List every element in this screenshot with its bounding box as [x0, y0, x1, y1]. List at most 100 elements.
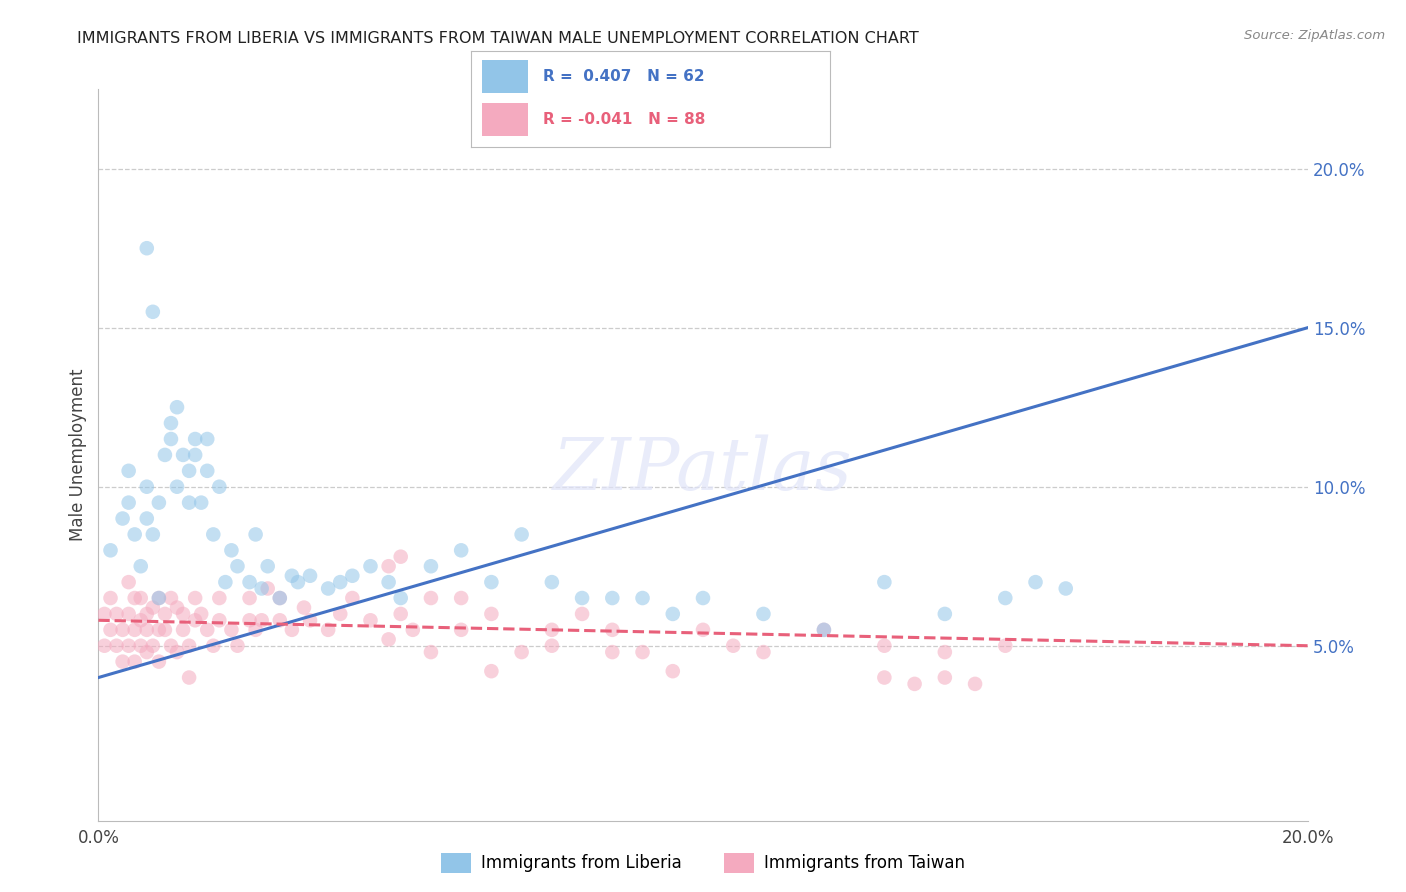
Point [118, 495, 141, 509]
Text: R =  0.407   N = 62: R = 0.407 N = 62 [543, 70, 704, 85]
Point [873, 639, 896, 653]
Point [965, 677, 987, 691]
Point [329, 607, 352, 621]
Bar [482, 103, 529, 136]
Text: Source: ZipAtlas.com: Source: ZipAtlas.com [1244, 29, 1385, 42]
Point [202, 639, 225, 653]
Point [287, 575, 309, 590]
Point [160, 639, 183, 653]
Point [934, 671, 956, 685]
Point [208, 613, 231, 627]
Point [281, 623, 304, 637]
Point [752, 645, 775, 659]
Point [135, 511, 157, 525]
Point [118, 464, 141, 478]
Point [994, 591, 1017, 605]
Point [129, 591, 152, 605]
Point [202, 527, 225, 541]
Point [135, 607, 157, 621]
Point [93, 639, 115, 653]
Point [692, 623, 714, 637]
Point [160, 591, 183, 605]
Point [111, 511, 134, 525]
Point [118, 607, 141, 621]
Point [239, 575, 262, 590]
Point [100, 543, 122, 558]
Point [389, 607, 412, 621]
Point [389, 591, 412, 605]
Point [148, 591, 170, 605]
Point [160, 416, 183, 430]
Point [195, 432, 218, 446]
Point [179, 464, 201, 478]
Point [195, 464, 218, 478]
Point [129, 559, 152, 574]
Point [873, 575, 896, 590]
Point [250, 613, 273, 627]
Point [813, 623, 835, 637]
Point [316, 623, 339, 637]
Point [245, 623, 267, 637]
Point [481, 664, 503, 678]
Point [226, 639, 249, 653]
Point [124, 655, 146, 669]
Point [142, 527, 165, 541]
Point [135, 480, 157, 494]
Point [873, 671, 896, 685]
Point [148, 655, 170, 669]
Point [329, 575, 352, 590]
Point [994, 639, 1017, 653]
Point [129, 639, 152, 653]
Point [124, 527, 146, 541]
Point [142, 639, 165, 653]
Point [269, 591, 291, 605]
Point [571, 591, 593, 605]
Point [292, 600, 315, 615]
Point [135, 241, 157, 255]
Point [153, 623, 176, 637]
Point [450, 623, 472, 637]
Y-axis label: Male Unemployment: Male Unemployment [69, 368, 87, 541]
Point [148, 495, 170, 509]
Point [377, 632, 399, 647]
Point [692, 591, 714, 605]
Point [184, 613, 207, 627]
Point [148, 623, 170, 637]
Point [269, 591, 291, 605]
Point [1024, 575, 1046, 590]
Point [540, 623, 562, 637]
Point [179, 671, 201, 685]
Point [420, 559, 443, 574]
Point [100, 623, 122, 637]
Text: ZIPatlas: ZIPatlas [553, 434, 853, 505]
Point [602, 645, 624, 659]
Point [281, 568, 304, 582]
Point [118, 639, 141, 653]
Point [124, 623, 146, 637]
Legend: Immigrants from Liberia, Immigrants from Taiwan: Immigrants from Liberia, Immigrants from… [434, 847, 972, 880]
Point [160, 432, 183, 446]
Point [135, 623, 157, 637]
Point [450, 543, 472, 558]
Point [510, 645, 533, 659]
Point [245, 527, 267, 541]
Point [316, 582, 339, 596]
Point [118, 575, 141, 590]
Point [904, 677, 927, 691]
Point [420, 591, 443, 605]
Point [752, 607, 775, 621]
Point [661, 664, 683, 678]
Point [661, 607, 683, 621]
Point [166, 600, 188, 615]
Text: R = -0.041   N = 88: R = -0.041 N = 88 [543, 112, 704, 127]
Point [166, 401, 188, 415]
Bar [482, 61, 529, 94]
Point [631, 591, 654, 605]
Point [269, 613, 291, 627]
Point [602, 591, 624, 605]
Point [153, 448, 176, 462]
Point [142, 305, 165, 319]
Point [172, 623, 194, 637]
Point [184, 432, 207, 446]
Point [342, 568, 364, 582]
